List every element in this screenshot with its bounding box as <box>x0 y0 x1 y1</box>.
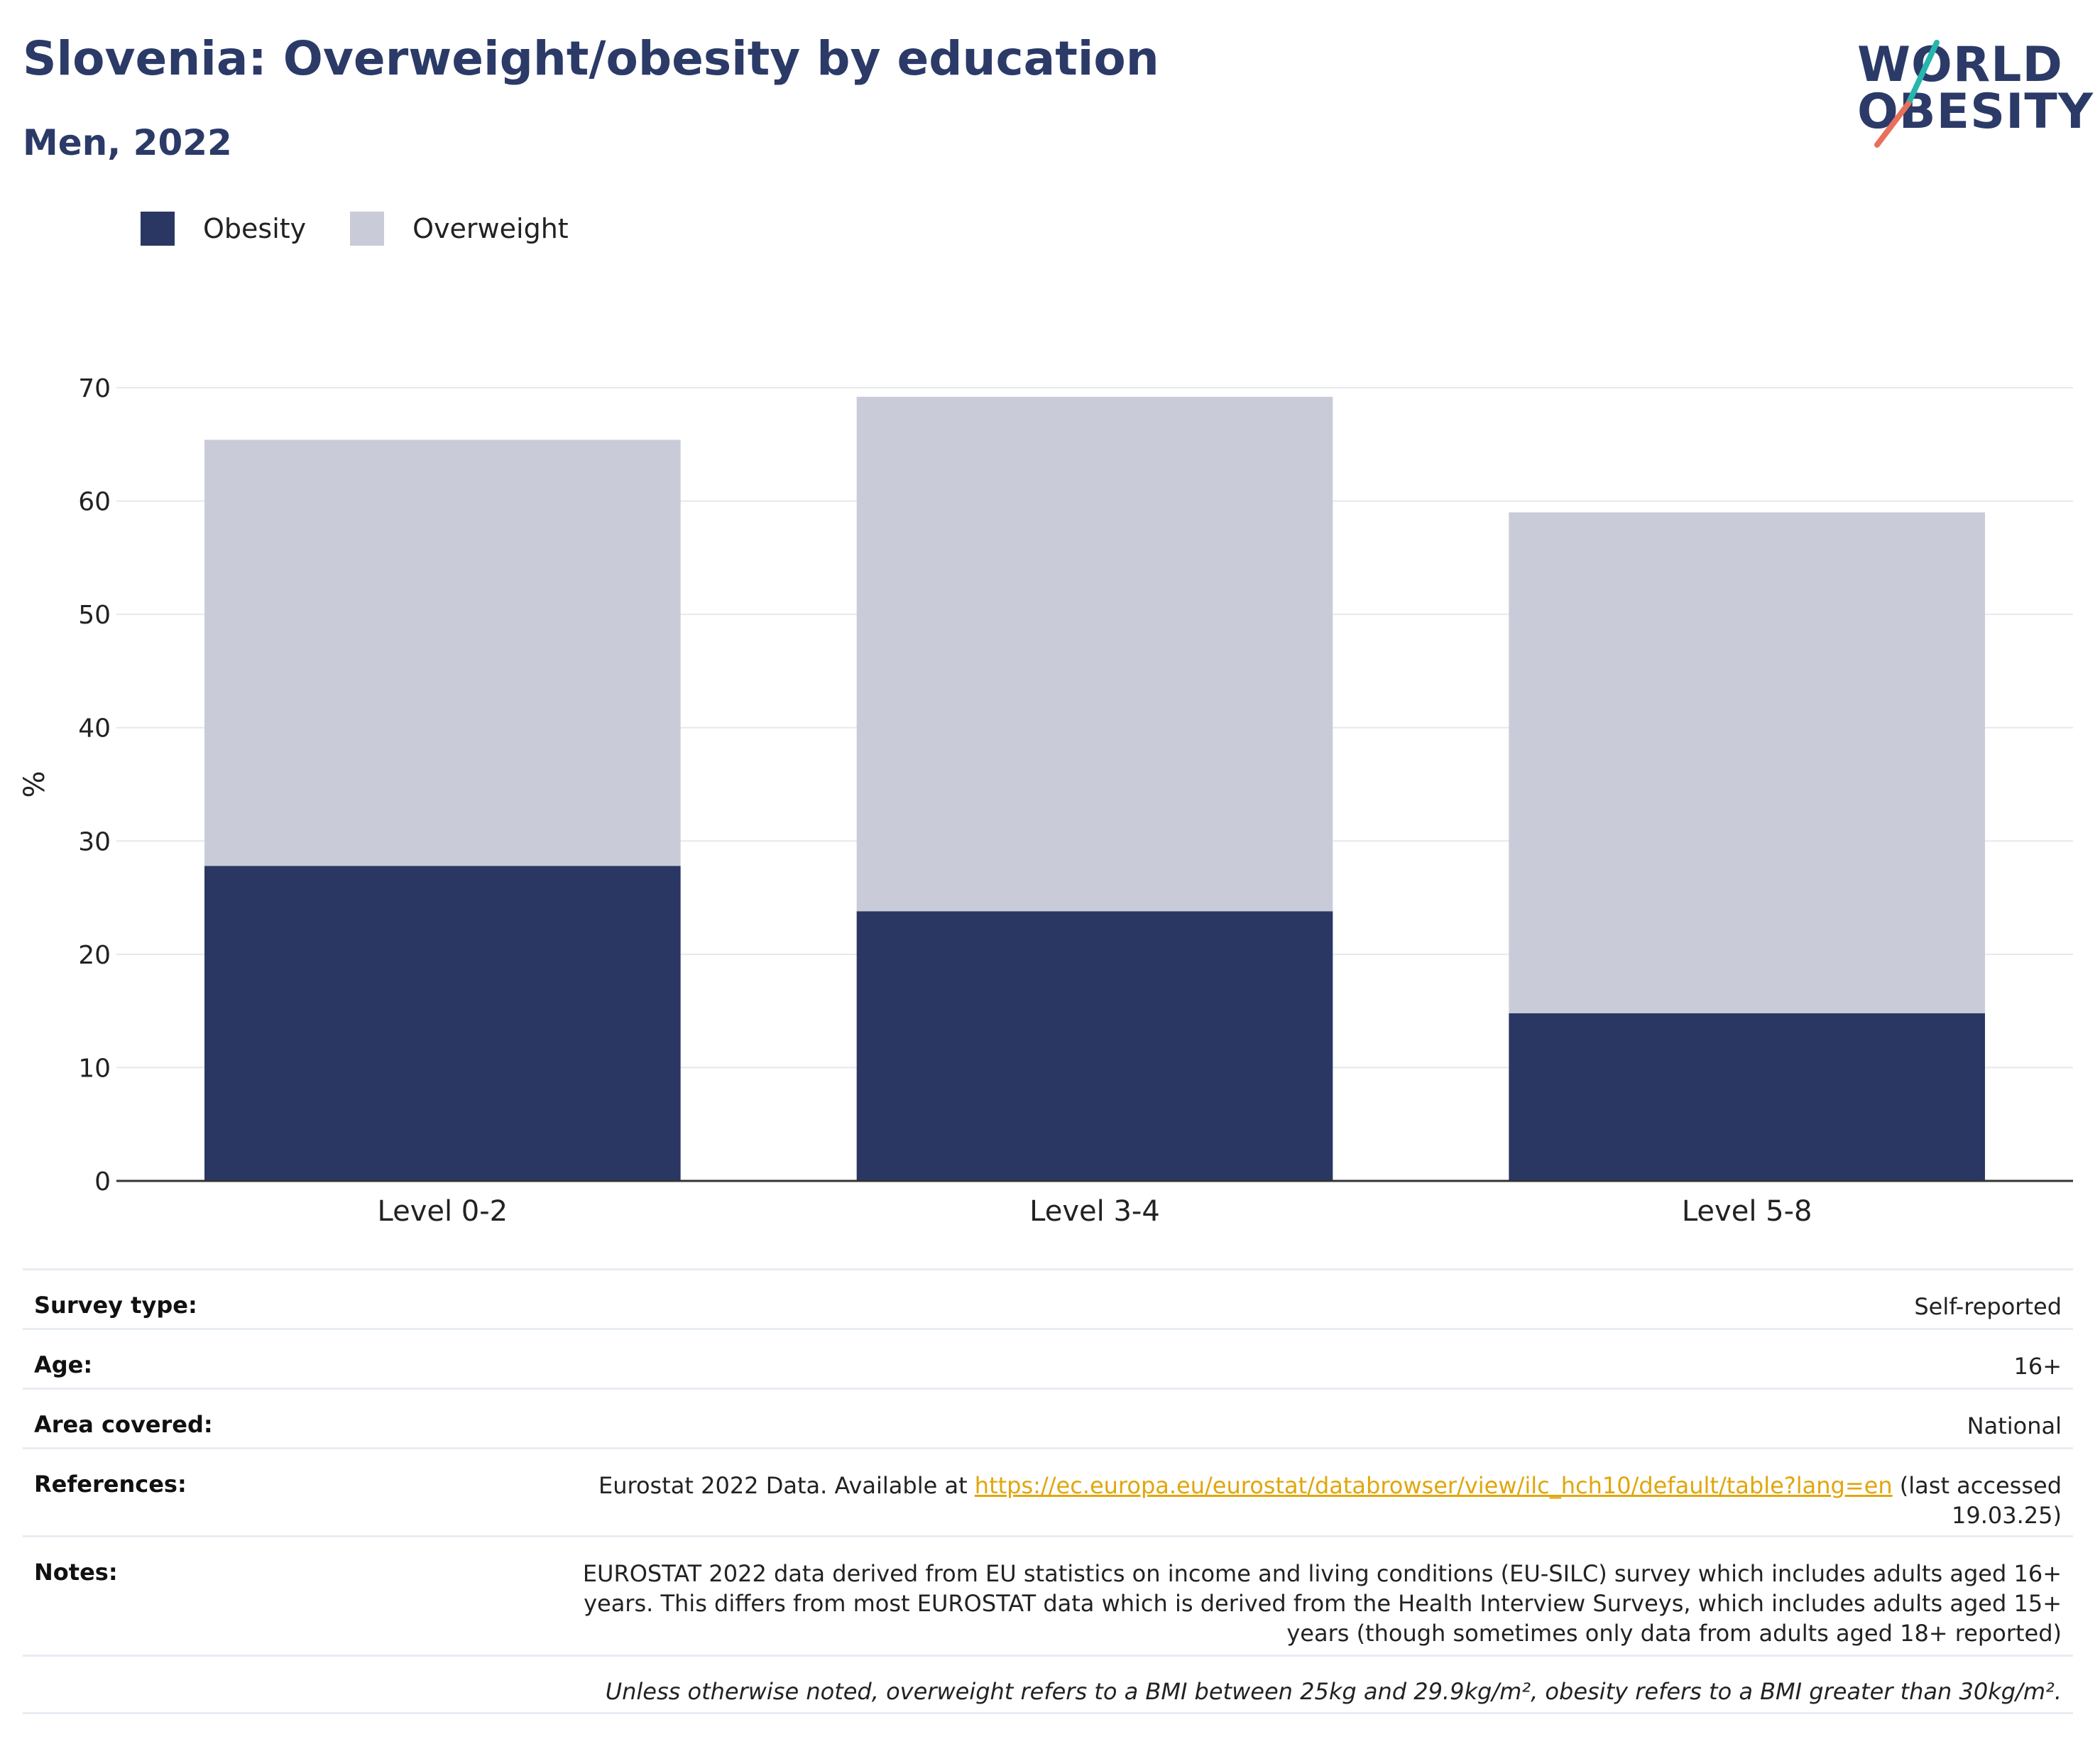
meta-value: Eurostat 2022 Data. Available at https:/… <box>535 1471 2062 1530</box>
meta-value: Self-reported <box>1914 1293 2062 1320</box>
y-tick-label: 50 <box>78 601 111 630</box>
x-tick-label: Level 5-8 <box>1682 1195 1812 1228</box>
meta-value: National <box>1967 1412 2062 1439</box>
meta-key: References: <box>34 1471 187 1498</box>
bar-overweight <box>856 396 1333 912</box>
meta-row-area: Area covered: National <box>23 1388 2073 1447</box>
y-tick-label: 40 <box>78 714 111 743</box>
reference-prefix: Eurostat 2022 Data. Available at <box>598 1472 975 1499</box>
stacked-bar-chart: 0 10 20 30 40 50 60 70% Level 0-2 Level 3-4 Level … <box>18 374 2073 1228</box>
y-tick-label: 30 <box>78 827 111 856</box>
meta-value: 16+ <box>2013 1353 2062 1380</box>
meta-value: EUROSTAT 2022 data derived from EU stati… <box>582 1560 2062 1647</box>
legend-swatch-obesity <box>141 212 175 246</box>
metadata-table: Survey type: Self-reported Age: 16+ Area… <box>23 1268 2073 1714</box>
x-tick-label: Level 3-4 <box>1029 1195 1160 1228</box>
legend-item-obesity[interactable]: Obesity <box>141 212 306 246</box>
y-tick-label: 20 <box>78 941 111 970</box>
logo-line-2: OBESITY <box>1857 84 2094 140</box>
meta-row-notes: Notes: EUROSTAT 2022 data derived from E… <box>23 1535 2073 1655</box>
meta-key: Area covered: <box>34 1411 213 1438</box>
logo-slash-icon <box>1874 40 1940 148</box>
y-axis-label: % <box>18 770 51 797</box>
bar-obesity <box>204 866 681 1181</box>
meta-row-survey-type: Survey type: Self-reported <box>23 1268 2073 1328</box>
reference-link[interactable]: https://ec.europa.eu/eurostat/databrowse… <box>974 1472 1893 1499</box>
reference-suffix: (last accessed 19.03.25) <box>1892 1472 2062 1529</box>
y-tick-label: 0 <box>94 1167 111 1197</box>
legend-item-overweight[interactable]: Overweight <box>350 212 569 246</box>
bar-obesity <box>856 911 1333 1181</box>
y-tick-label: 10 <box>78 1054 111 1083</box>
bar-overweight <box>204 440 681 866</box>
legend-swatch-overweight <box>350 212 385 246</box>
x-tick-label: Level 0-2 <box>378 1195 508 1228</box>
world-obesity-logo: WORLD OBESITY <box>1846 20 2093 148</box>
meta-key: Survey type: <box>34 1292 197 1319</box>
bar-obesity <box>1509 1013 1985 1181</box>
bar-overweight <box>1509 512 1985 1013</box>
meta-row-references: References: Eurostat 2022 Data. Availabl… <box>23 1447 2073 1535</box>
legend-label: Obesity <box>203 213 307 244</box>
page-subtitle: Men, 2022 <box>23 122 232 163</box>
logo-line-1: WORLD <box>1857 37 2063 93</box>
y-tick-label: 70 <box>78 374 111 403</box>
meta-row-age: Age: 16+ <box>23 1328 2073 1388</box>
meta-key: Age: <box>34 1351 93 1378</box>
meta-key: Notes: <box>34 1559 118 1586</box>
page-title: Slovenia: Overweight/obesity by educatio… <box>23 31 1159 86</box>
y-tick-label: 60 <box>78 488 111 517</box>
legend-label: Overweight <box>412 213 569 244</box>
definition-footnote: Unless otherwise noted, overweight refer… <box>605 1678 2062 1705</box>
meta-row-footnote: Unless otherwise noted, overweight refer… <box>23 1655 2073 1714</box>
chart-legend: Obesity Overweight <box>141 210 613 247</box>
